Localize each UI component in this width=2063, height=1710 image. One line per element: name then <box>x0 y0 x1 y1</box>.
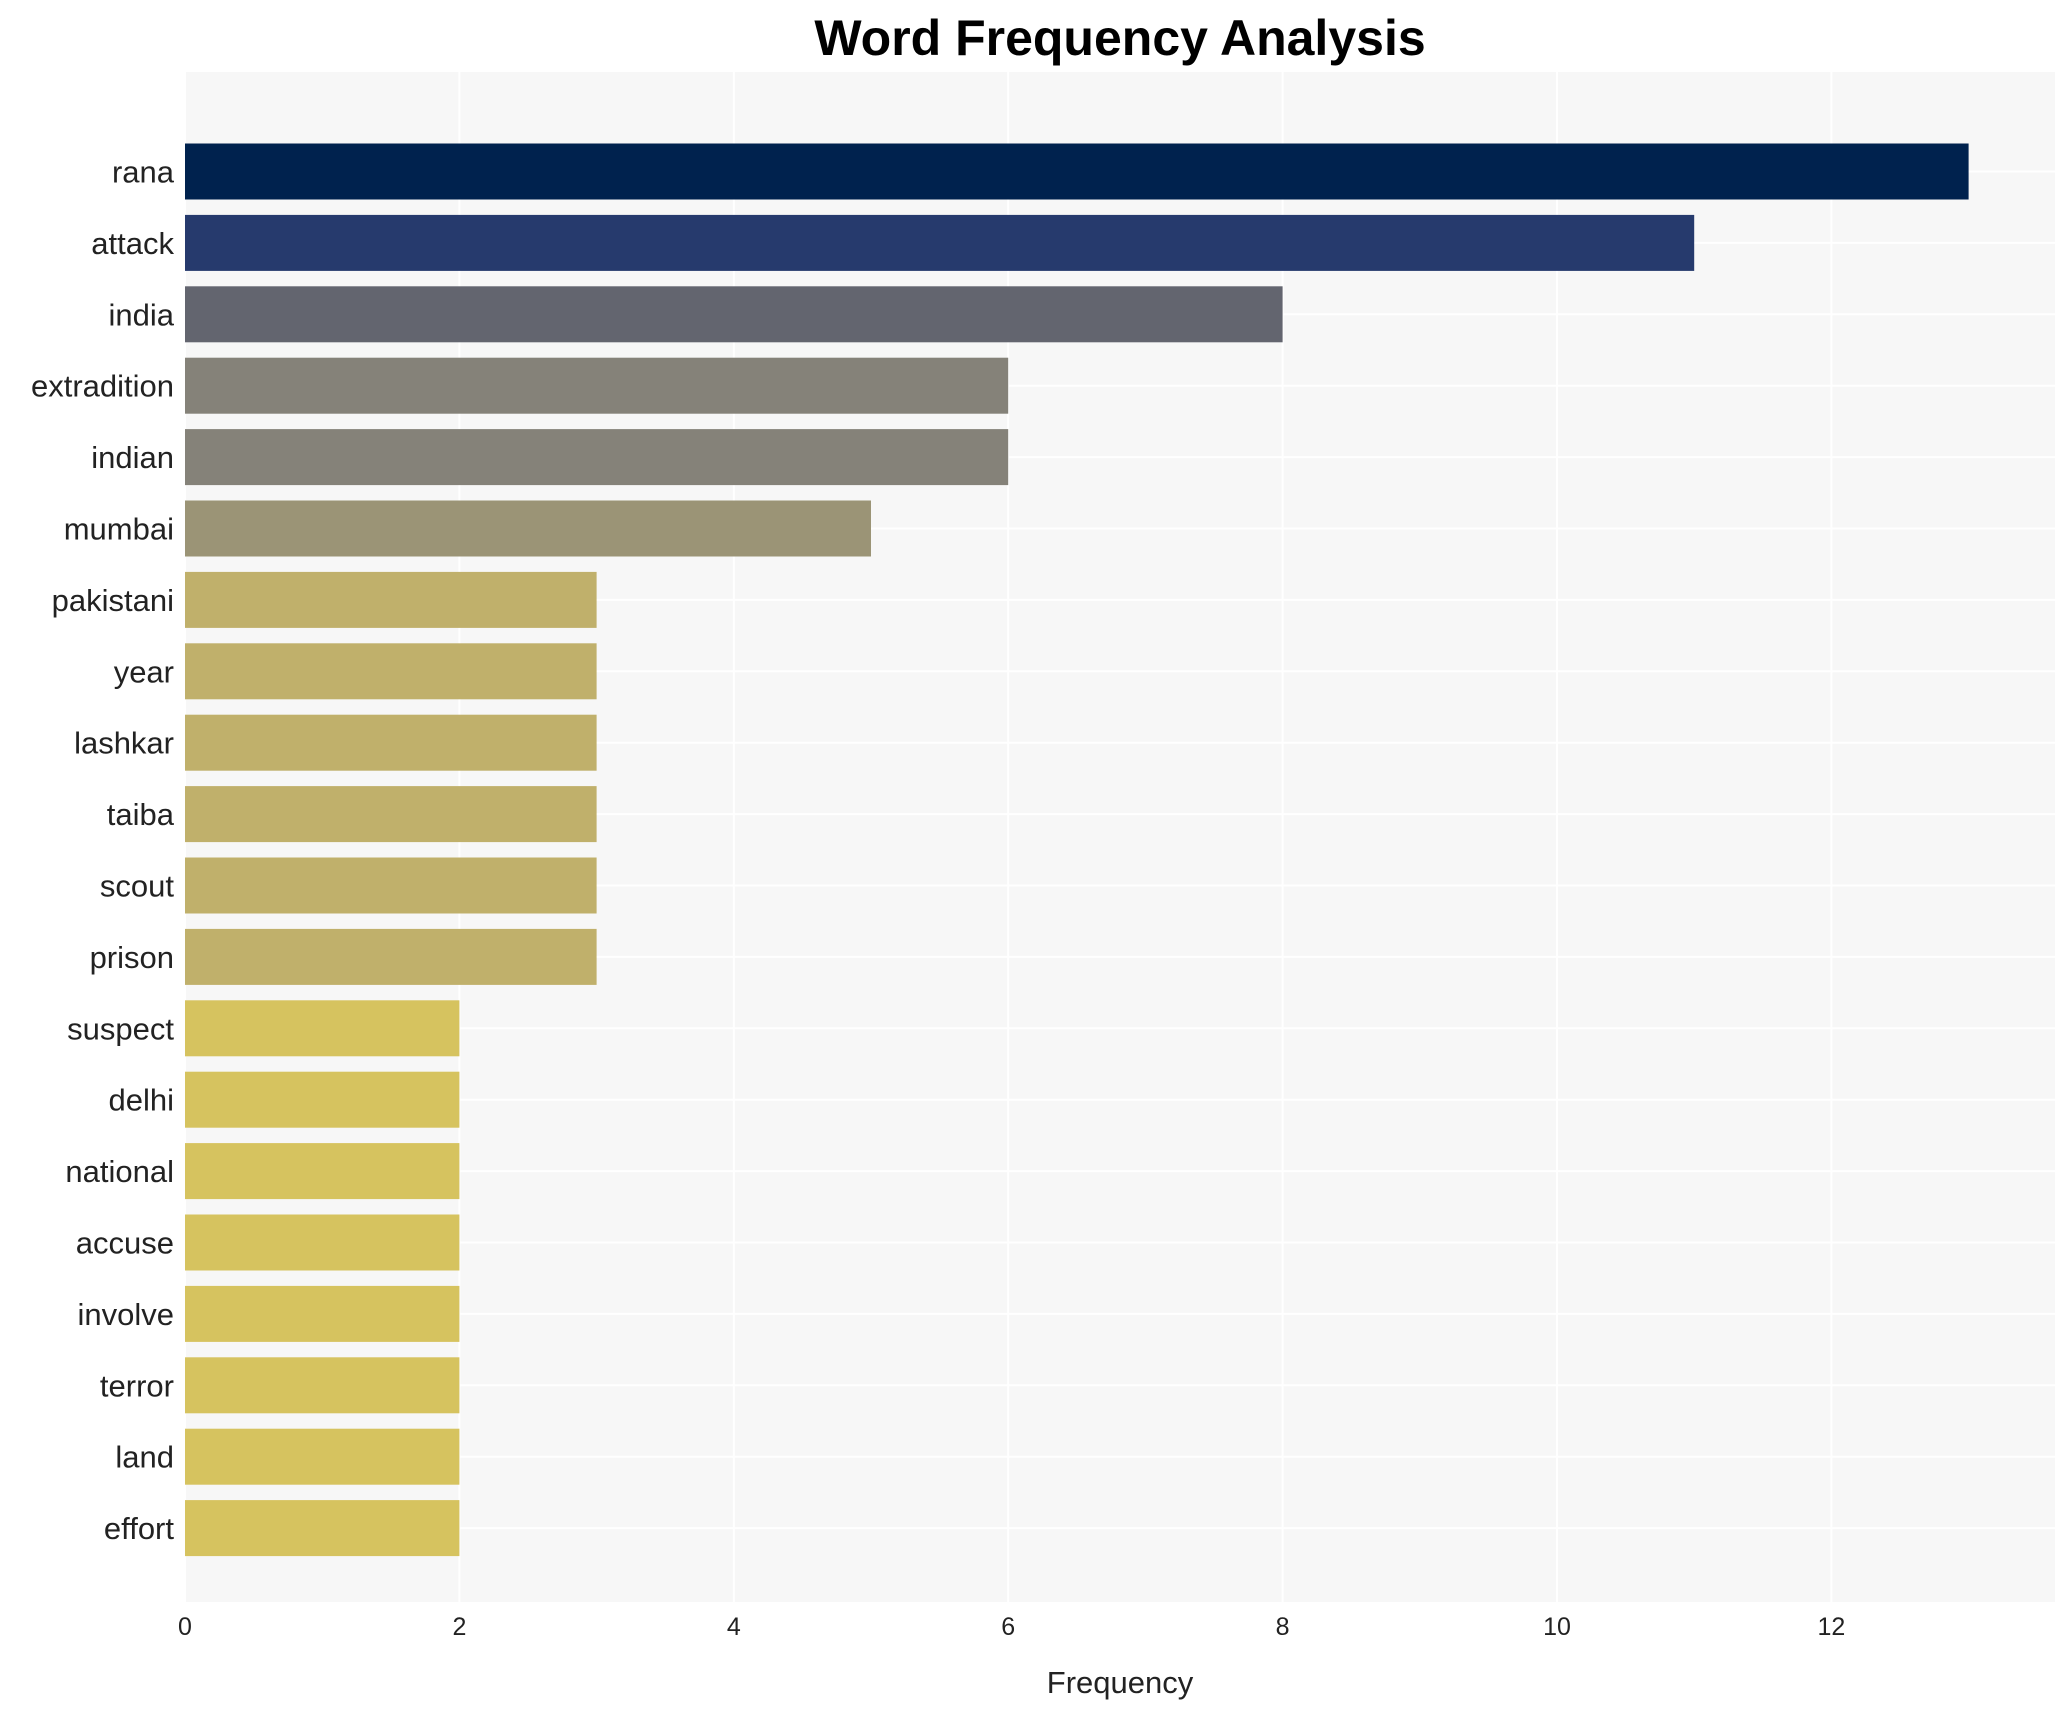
bar-delhi <box>185 1071 460 1128</box>
x-axis-ticks: 0 2 4 6 8 10 12 <box>178 1613 1845 1641</box>
category-label: suspect <box>67 1011 174 1046</box>
x-axis-label: Frequency <box>1047 1665 1194 1700</box>
category-label: pakistani <box>52 583 174 618</box>
category-label: scout <box>100 869 174 904</box>
category-label: lashkar <box>74 726 174 761</box>
bar-mumbai <box>185 500 871 557</box>
category-label: prison <box>90 940 174 975</box>
bar-scout <box>185 857 597 914</box>
category-label: extradition <box>31 369 174 404</box>
bar-suspect <box>185 1000 460 1057</box>
bar-land <box>185 1428 460 1485</box>
category-label: effort <box>104 1511 174 1546</box>
category-label: involve <box>78 1297 175 1332</box>
bar-year <box>185 643 597 700</box>
bar-terror <box>185 1357 460 1414</box>
bar-involve <box>185 1285 460 1342</box>
category-label: land <box>115 1440 174 1475</box>
category-label: delhi <box>109 1083 175 1118</box>
category-label: national <box>65 1154 174 1189</box>
bar-rana <box>185 143 1969 200</box>
x-tick-label: 2 <box>452 1613 466 1641</box>
category-label: terror <box>100 1368 174 1403</box>
bar-accuse <box>185 1214 460 1271</box>
category-label: rana <box>112 155 175 190</box>
bar-prison <box>185 928 597 985</box>
x-tick-label: 8 <box>1276 1613 1290 1641</box>
bars <box>185 143 1969 1557</box>
x-tick-label: 0 <box>178 1613 192 1641</box>
x-tick-label: 4 <box>727 1613 741 1641</box>
category-label: accuse <box>76 1226 174 1261</box>
category-label: attack <box>91 226 174 261</box>
bar-national <box>185 1143 460 1200</box>
bar-india <box>185 286 1283 343</box>
bar-extradition <box>185 357 1009 414</box>
x-tick-label: 10 <box>1543 1613 1571 1641</box>
bar-lashkar <box>185 714 597 771</box>
x-tick-label: 6 <box>1001 1613 1015 1641</box>
y-axis-labels: rana attack india extradition indian mumbai pa… <box>31 155 175 1547</box>
bar-taiba <box>185 786 597 843</box>
category-label: mumbai <box>64 512 174 547</box>
bar-effort <box>185 1500 460 1557</box>
chart-title: Word Frequency Analysis <box>814 10 1425 66</box>
category-label: year <box>114 654 174 689</box>
category-label: indian <box>91 440 174 475</box>
bar-pakistani <box>185 571 597 628</box>
x-tick-label: 12 <box>1817 1613 1845 1641</box>
category-label: india <box>109 297 175 332</box>
category-label: taiba <box>107 797 175 832</box>
bar-indian <box>185 429 1009 486</box>
bar-attack <box>185 214 1695 271</box>
